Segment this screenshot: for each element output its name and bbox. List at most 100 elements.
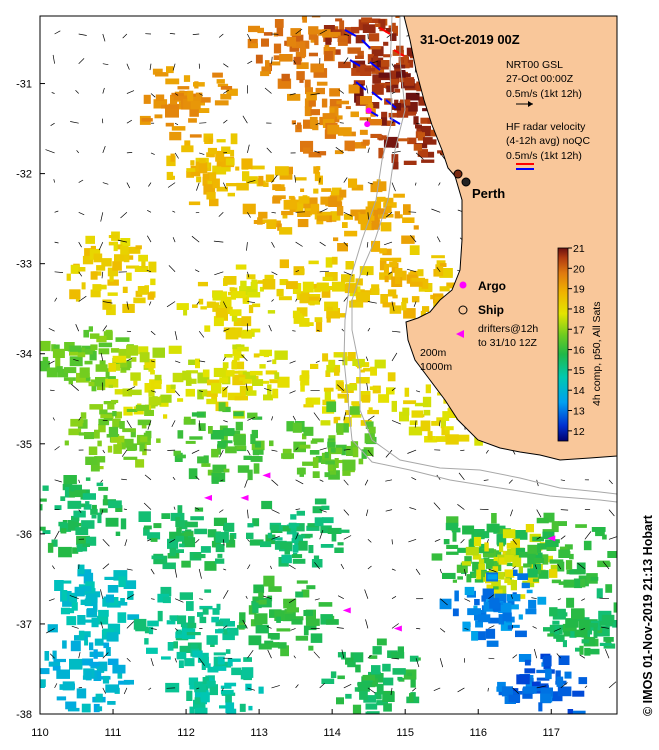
sst-patch [247, 16, 348, 89]
current-vector [148, 182, 152, 187]
current-vector [120, 212, 128, 219]
current-vector [293, 60, 296, 64]
current-vector [295, 532, 299, 540]
current-vector [126, 301, 129, 310]
current-vector [122, 33, 128, 39]
current-vector [560, 479, 566, 482]
current-vector [604, 649, 610, 659]
current-vector [102, 539, 110, 547]
current-vector [166, 301, 176, 308]
current-vector [319, 447, 327, 451]
current-vector [415, 390, 421, 393]
current-vector [194, 269, 200, 273]
current-vector [313, 412, 320, 421]
current-vector [102, 563, 110, 570]
current-vector [126, 386, 136, 392]
current-vector [245, 595, 248, 599]
current-vector [49, 653, 55, 659]
current-vector [391, 182, 396, 192]
current-vector [391, 330, 401, 333]
current-vector [150, 360, 155, 363]
current-vector [102, 63, 109, 66]
current-vector [315, 360, 320, 363]
current-vector [295, 28, 303, 35]
current-vector [150, 93, 156, 98]
current-vector [314, 150, 320, 154]
current-vector [46, 628, 55, 634]
current-vector [247, 212, 251, 218]
current-vector [319, 529, 324, 540]
current-vector [100, 352, 104, 361]
isobath-200m [351, 16, 617, 495]
current-vector [50, 389, 55, 392]
current-vector [223, 420, 228, 423]
current-vector [341, 328, 345, 332]
current-vector [414, 420, 417, 428]
y-tick-label: -31 [16, 79, 32, 91]
current-vector [532, 626, 537, 629]
current-vector [310, 93, 320, 96]
current-vector [581, 598, 586, 601]
current-vector [293, 655, 296, 659]
current-vector [196, 182, 200, 191]
current-vector [458, 472, 465, 481]
current-vector [218, 33, 224, 38]
current-vector [223, 625, 228, 629]
current-vector [54, 479, 62, 483]
current-vector [271, 685, 280, 689]
current-vector [295, 298, 298, 302]
current-vector [241, 354, 248, 362]
current-vector [168, 265, 176, 273]
current-vector [271, 535, 281, 540]
current-vector [173, 506, 176, 510]
current-vector [102, 87, 105, 94]
current-vector [54, 210, 59, 213]
legend-isobaths: 200m 1000m [420, 347, 452, 373]
svg-text:(4-12h avg) noQC: (4-12h avg) noQC [506, 135, 590, 147]
current-vector [262, 595, 272, 600]
current-vector [367, 301, 377, 304]
current-vector [102, 301, 113, 304]
colorbar-label: 4h comp, p50, All Sats [591, 302, 603, 406]
svg-text:Ship: Ship [478, 303, 504, 317]
svg-text:HF radar velocity: HF radar velocity [506, 121, 586, 133]
current-vector [69, 595, 79, 600]
current-vector [268, 324, 272, 332]
current-vector [54, 241, 59, 244]
current-vector [146, 269, 152, 273]
current-vector [439, 152, 445, 160]
current-vector [408, 538, 417, 543]
current-vector [460, 539, 465, 544]
current-vector [174, 628, 179, 631]
current-vector [75, 89, 79, 94]
x-tick-label: 113 [250, 727, 268, 739]
current-vector [391, 657, 400, 660]
current-vector [288, 564, 296, 570]
current-vector [364, 589, 369, 599]
current-vector [174, 658, 177, 663]
current-vector [439, 568, 442, 574]
current-vector [536, 509, 542, 518]
current-vector [295, 211, 306, 213]
current-vector [78, 652, 81, 659]
perth-marker-1 [453, 169, 463, 179]
current-vector [199, 122, 207, 124]
current-vector [247, 60, 253, 65]
current-vector [48, 327, 55, 332]
current-vector [70, 121, 79, 124]
current-vector [126, 63, 130, 70]
legend-ship: Ship [458, 303, 504, 317]
sst-patch [40, 638, 134, 713]
current-vector [343, 211, 353, 217]
current-vector [53, 179, 55, 183]
current-vector [150, 568, 155, 575]
current-vector [174, 152, 179, 159]
current-vector [410, 234, 417, 243]
drifter-track [342, 607, 351, 614]
current-vector [295, 479, 304, 485]
ship-icon [458, 305, 468, 315]
current-vector [295, 241, 303, 247]
current-vector [247, 416, 256, 421]
current-vector [150, 598, 155, 600]
current-vector [222, 357, 226, 362]
